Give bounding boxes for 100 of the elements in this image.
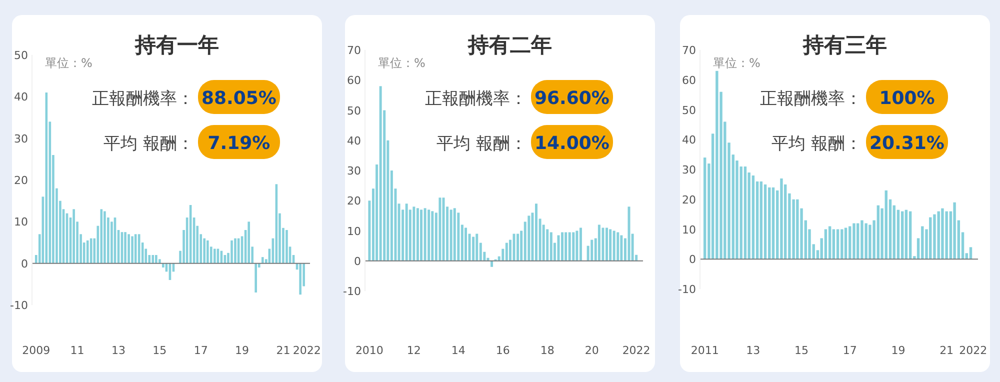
y-tick-label: 20 [347, 194, 361, 208]
y-tick-label: 40 [14, 90, 28, 104]
bar [438, 198, 442, 261]
x-tick-label: 2009 [22, 344, 50, 357]
bar [561, 232, 564, 261]
bar [572, 232, 575, 261]
bar [860, 220, 864, 260]
bar [516, 234, 520, 261]
bar [772, 187, 775, 260]
bar [856, 223, 860, 260]
annotation: 88.05% [202, 88, 276, 109]
bar [104, 211, 106, 264]
bar [744, 166, 747, 260]
annotation: 正報酬機率： [760, 89, 862, 109]
bar [162, 263, 164, 268]
annotation: 平均 報酬： [104, 134, 194, 154]
bar [780, 178, 783, 260]
annotation: 96.60% [534, 88, 610, 109]
x-tick-label: 19 [235, 344, 250, 357]
y-tick-label: 70 [347, 44, 361, 57]
bar [628, 206, 630, 261]
bar [568, 232, 571, 261]
bar [933, 214, 936, 260]
y-tick-label: 60 [347, 74, 361, 88]
bar [904, 210, 908, 260]
y-tick-label: 30 [682, 164, 696, 176]
x-tick-label: 15 [152, 344, 167, 357]
bar [840, 229, 844, 260]
bar [953, 202, 956, 260]
bar [557, 235, 560, 261]
bar [564, 232, 568, 261]
y-tick-label: 50 [347, 104, 361, 118]
bar [286, 230, 288, 264]
bar [760, 181, 763, 260]
x-tick-label: 13 [746, 344, 760, 357]
bar [254, 263, 257, 292]
bar [379, 86, 382, 261]
bar [505, 242, 508, 261]
bar [900, 211, 904, 260]
bar [158, 259, 161, 264]
bar [86, 240, 89, 264]
y-tick-label: 10 [14, 216, 28, 229]
y-tick-label: 20 [14, 174, 28, 187]
bar [490, 260, 494, 267]
x-tick-label: 14 [451, 344, 466, 357]
y-tick-label: 0 [689, 253, 696, 266]
bar [848, 226, 852, 260]
bar [716, 70, 718, 260]
annotation: 14.00% [534, 133, 610, 154]
bar [864, 223, 868, 260]
bar [299, 263, 302, 295]
bar [612, 230, 616, 261]
bar [832, 229, 836, 260]
annotation: 100% [879, 88, 935, 109]
bar [941, 208, 944, 260]
annotation: 單位：% [378, 56, 426, 70]
annotation: 正報酬機率： [92, 89, 194, 109]
bar [844, 228, 848, 260]
bar [579, 228, 582, 261]
bar [90, 238, 92, 264]
bar [703, 158, 706, 260]
annotation: 平均 報酬： [772, 134, 862, 154]
x-tick-label: 16 [496, 344, 510, 357]
y-tick-label: 0 [354, 254, 361, 268]
annotation: 單位：% [713, 56, 760, 70]
bar [453, 208, 456, 261]
x-tick-label: 2010 [355, 344, 384, 357]
x-tick-label: 2011 [690, 344, 719, 357]
bar [110, 222, 113, 264]
bar [476, 234, 478, 261]
annotation: 平均 報酬： [436, 134, 527, 154]
bar [852, 223, 856, 260]
x-tick-label: 12 [406, 344, 421, 357]
bar [921, 226, 924, 260]
x-tick-label: 2022 [959, 344, 988, 357]
bar [576, 230, 578, 261]
annotation: 單位：% [45, 56, 92, 70]
bar [937, 211, 940, 260]
bar [752, 175, 755, 260]
bar [472, 236, 475, 261]
bar [124, 232, 126, 264]
bar [764, 184, 767, 260]
bar [416, 208, 419, 261]
annotation: 20.31% [870, 133, 944, 154]
x-tick-label: 20 [584, 344, 599, 357]
bar [428, 210, 430, 261]
bar [929, 217, 932, 260]
bar [72, 209, 75, 264]
bar [908, 211, 912, 260]
bar [868, 224, 872, 260]
x-tick-label: 21 [276, 344, 290, 357]
x-tick-label: 13 [111, 344, 126, 357]
bar [131, 236, 134, 264]
bar [598, 224, 600, 261]
x-tick-label: 2022 [622, 344, 650, 357]
bar [100, 209, 103, 264]
bar [768, 187, 771, 260]
bar [824, 229, 828, 260]
bar [602, 228, 604, 261]
bar [234, 238, 236, 264]
